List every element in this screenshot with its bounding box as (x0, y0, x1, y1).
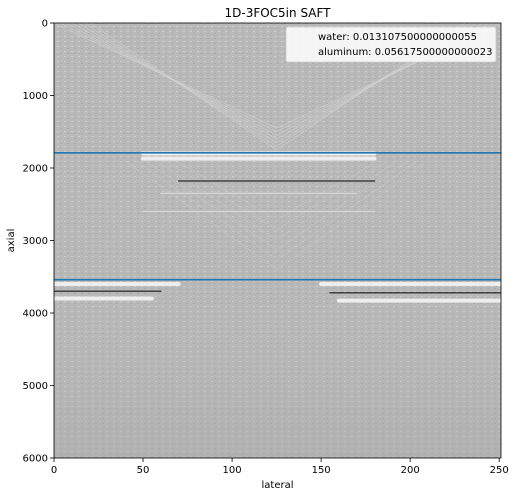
y-tick-label: 0 (42, 19, 48, 30)
x-tick-label: 50 (137, 465, 150, 476)
y-tick-label: 6000 (23, 454, 48, 465)
y-axis-label: axial (6, 229, 17, 253)
x-tick-label: 200 (401, 465, 420, 476)
y-tick-label: 3000 (23, 236, 48, 247)
x-axis-label: lateral (262, 480, 294, 491)
x-tick-label: 250 (490, 465, 509, 476)
x-axis-ticks: 0 50 100 150 200 250 (51, 458, 509, 476)
y-tick-label: 2000 (23, 164, 48, 175)
y-tick-label: 1000 (23, 91, 48, 102)
legend-entry-aluminum: aluminum: 0.05617500000000023 (318, 47, 492, 58)
depth-shading (54, 23, 501, 458)
y-tick-label: 4000 (23, 309, 48, 320)
x-tick-label: 0 (51, 465, 57, 476)
x-tick-label: 150 (312, 465, 331, 476)
legend: water: 0.013107500000000055 aluminum: 0.… (286, 27, 496, 62)
legend-entry-water: water: 0.013107500000000055 (318, 32, 477, 43)
y-axis-ticks: 0 1000 2000 3000 4000 5000 6000 (23, 19, 54, 465)
x-tick-label: 100 (223, 465, 242, 476)
y-tick-label: 5000 (23, 381, 48, 392)
chart-title: 1D-3FOC5in SAFT (224, 6, 331, 20)
